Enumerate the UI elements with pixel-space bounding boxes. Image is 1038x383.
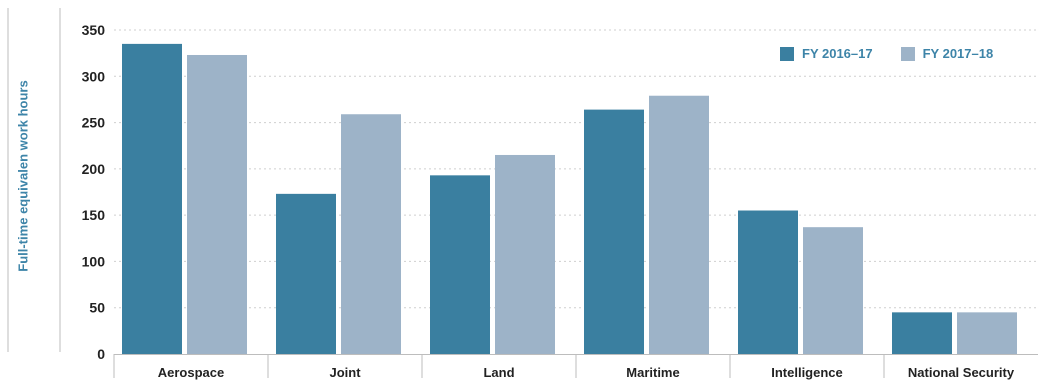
bar bbox=[892, 312, 952, 354]
bar bbox=[341, 114, 401, 355]
legend-item-series-2: FY 2017–18 bbox=[900, 46, 994, 61]
bar bbox=[187, 54, 247, 354]
bar bbox=[122, 43, 182, 355]
y-tick-label: 200 bbox=[82, 161, 106, 177]
x-tick-label: Maritime bbox=[626, 365, 679, 380]
legend-label-series-2: FY 2017–18 bbox=[922, 46, 994, 61]
y-tick-label: 100 bbox=[82, 253, 106, 269]
y-tick-label: 0 bbox=[97, 346, 105, 362]
bar bbox=[649, 95, 709, 355]
bar bbox=[957, 312, 1017, 354]
legend-swatch-series-1 bbox=[780, 46, 794, 61]
legend: FY 2016–17 FY 2017–18 bbox=[780, 46, 1021, 61]
y-tick-label: 150 bbox=[82, 207, 106, 223]
bar bbox=[276, 193, 336, 354]
bar bbox=[430, 175, 490, 354]
y-tick-label: 250 bbox=[82, 115, 106, 131]
y-tick-label: 300 bbox=[82, 68, 106, 84]
x-tick-label: National Security bbox=[908, 365, 1015, 380]
bar bbox=[803, 227, 863, 354]
y-tick-label: 50 bbox=[89, 300, 105, 316]
x-tick-label: Intelligence bbox=[771, 365, 843, 380]
legend-label-series-1: FY 2016–17 bbox=[802, 46, 873, 61]
bar bbox=[584, 109, 644, 355]
legend-swatch-series-2 bbox=[900, 46, 915, 61]
bar bbox=[495, 154, 555, 354]
y-tick-label: 350 bbox=[82, 22, 106, 38]
legend-item-series-1: FY 2016–17 bbox=[780, 46, 873, 61]
x-tick-label: Aerospace bbox=[158, 365, 224, 380]
x-tick-label: Land bbox=[483, 365, 514, 380]
bar bbox=[738, 210, 798, 354]
x-tick-label: Joint bbox=[329, 365, 361, 380]
